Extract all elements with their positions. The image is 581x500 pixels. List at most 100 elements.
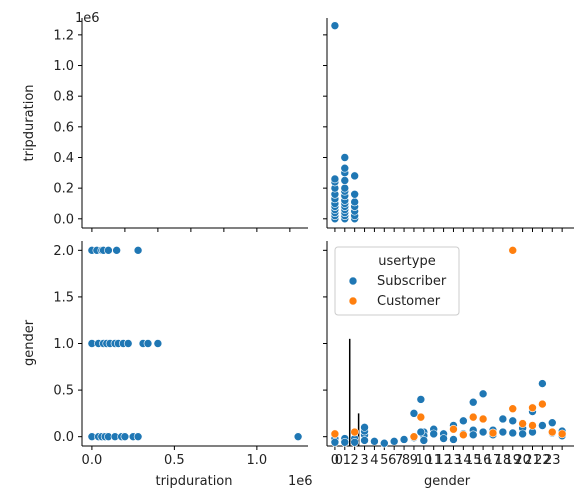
legend-marker-subscriber xyxy=(348,276,358,286)
scatter-point-subscriber xyxy=(409,409,419,418)
scatter-point-subscriber xyxy=(439,434,448,443)
ylabel-tripduration: tripduration xyxy=(22,84,37,161)
scatter-point-customer xyxy=(488,428,498,438)
legend-marker-customer xyxy=(348,296,358,306)
ytick-tripduration-label: 0.0 xyxy=(53,212,74,227)
scatter-point-subscriber xyxy=(419,436,429,445)
scatter-point-customer xyxy=(330,429,340,439)
scatter-point-subscriber xyxy=(340,183,350,193)
xtick-gender-label: 22 xyxy=(534,453,551,468)
ytick-gender-label: 1.5 xyxy=(53,290,74,305)
xtick-gender-label: 2 xyxy=(351,453,359,468)
scatter-point-subscriber xyxy=(389,437,399,446)
ytick-gender-label: 0.0 xyxy=(53,430,74,445)
scatter-point-customer xyxy=(547,427,557,437)
scatter-point-subscriber xyxy=(478,389,488,399)
legend-title: usertype xyxy=(378,254,435,269)
xtick-gender-label: 9 xyxy=(410,453,418,468)
xtick-gender-label: 5 xyxy=(380,453,388,468)
scatter-point-subscriber xyxy=(330,437,340,447)
xtick-tripduration-label: 0.0 xyxy=(82,453,103,468)
scatter-point-subscriber xyxy=(380,438,389,448)
xtick-gender-label: 13 xyxy=(445,453,462,468)
scatter-point-subscriber xyxy=(330,21,340,30)
ytick-gender-label: 2.0 xyxy=(53,244,74,259)
scatter-point-subscriber xyxy=(330,174,340,184)
scatter-point-subscriber xyxy=(429,429,439,439)
scatter-point-customer xyxy=(416,412,426,422)
xtick-gender-label: 3 xyxy=(360,453,368,468)
scatter-point-customer xyxy=(508,404,518,414)
xtick-gender-label: 0 xyxy=(331,453,339,468)
xtick-gender-label: 23 xyxy=(544,453,561,468)
scatter-point-subscriber xyxy=(538,421,547,430)
scatter-point-subscriber xyxy=(112,246,121,255)
xtick-gender-label: 4 xyxy=(370,453,378,468)
scatter-point-subscriber xyxy=(547,418,557,428)
scatter-point-customer xyxy=(449,424,458,434)
xtick-gender-label: 10 xyxy=(416,453,433,468)
xlabel-gender: gender xyxy=(424,474,471,489)
scatter-point-subscriber xyxy=(416,427,426,437)
xtick-tripduration-label: 1.0 xyxy=(247,453,268,468)
xtick-gender-label: 0 xyxy=(335,453,343,468)
ytick-tripduration-label: 1.0 xyxy=(53,59,74,74)
scatter-point-subscriber xyxy=(133,432,143,441)
scatter-point-subscriber xyxy=(508,416,518,426)
scatter-point-subscriber xyxy=(498,414,508,424)
ytick-tripduration-label: 0.8 xyxy=(53,90,74,105)
xtick-offset-text: 1e6 xyxy=(288,474,313,489)
scatter-point-subscriber xyxy=(293,432,303,441)
ytick-tripduration-label: 0.6 xyxy=(53,120,74,135)
xtick-gender-label: 8 xyxy=(402,453,410,468)
xtick-gender-label: 15 xyxy=(465,453,482,468)
ytick-tripduration-label: 0.2 xyxy=(53,182,74,197)
xtick-gender-label: 6 xyxy=(388,453,396,468)
scatter-point-subscriber xyxy=(123,339,133,348)
scatter-point-subscriber xyxy=(459,416,468,426)
scatter-point-customer xyxy=(557,429,567,439)
xtick-gender-label: 20 xyxy=(514,453,531,468)
xtick-gender-label: 21 xyxy=(524,453,541,468)
xtick-gender-label: 18 xyxy=(495,453,512,468)
xtick-gender-label: 1 xyxy=(343,453,351,468)
scatter-point-subscriber xyxy=(340,153,350,162)
xtick-gender-label: 11 xyxy=(425,453,442,468)
scatter-point-customer xyxy=(518,419,527,428)
scatter-point-customer xyxy=(459,430,468,440)
ytick-gender-label: 1.0 xyxy=(53,337,74,352)
scatter-point-subscriber xyxy=(360,436,369,445)
xlabel-tripduration: tripduration xyxy=(155,474,232,489)
scatter-point-subscriber xyxy=(449,435,458,444)
ylabel-gender: gender xyxy=(22,319,37,366)
scatter-point-customer xyxy=(528,421,537,430)
scatter-point-subscriber xyxy=(120,432,130,441)
scatter-point-customer xyxy=(478,414,488,424)
xtick-gender-label: 14 xyxy=(455,453,472,468)
xtick-gender-label: 16 xyxy=(475,453,492,468)
scatter-point-subscriber xyxy=(143,339,153,348)
scatter-point-customer xyxy=(538,399,547,409)
scatter-point-customer xyxy=(409,432,419,441)
scatter-point-subscriber xyxy=(133,246,143,255)
scatter-point-customer xyxy=(528,403,537,413)
scatter-point-subscriber xyxy=(340,437,350,447)
scatter-point-subscriber xyxy=(416,395,426,404)
scatter-point-subscriber xyxy=(340,163,350,173)
scatter-point-subscriber xyxy=(360,423,369,432)
scatter-point-subscriber xyxy=(468,430,478,440)
scatter-point-subscriber xyxy=(350,197,359,207)
scatter-point-subscriber xyxy=(518,429,527,439)
legend-box xyxy=(334,246,460,316)
ytick-gender-label: 0.5 xyxy=(53,384,74,399)
scatter-point-subscriber xyxy=(350,437,359,447)
scatter-point-customer xyxy=(468,412,478,422)
scatter-point-subscriber xyxy=(350,189,359,199)
scatter-point-subscriber xyxy=(340,176,350,185)
scatter-point-subscriber xyxy=(399,435,409,444)
scatter-point-subscriber xyxy=(370,437,379,446)
scatter-point-subscriber xyxy=(478,427,488,437)
xtick-gender-label: 12 xyxy=(435,453,452,468)
